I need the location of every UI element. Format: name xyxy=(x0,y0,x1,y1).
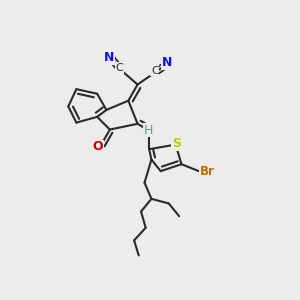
Text: H: H xyxy=(144,124,153,137)
Text: C: C xyxy=(151,66,159,76)
Text: O: O xyxy=(92,140,103,153)
Text: Br: Br xyxy=(200,165,215,178)
Text: C: C xyxy=(115,63,123,73)
Text: S: S xyxy=(172,137,181,150)
Text: N: N xyxy=(162,56,172,69)
Text: N: N xyxy=(104,51,114,64)
